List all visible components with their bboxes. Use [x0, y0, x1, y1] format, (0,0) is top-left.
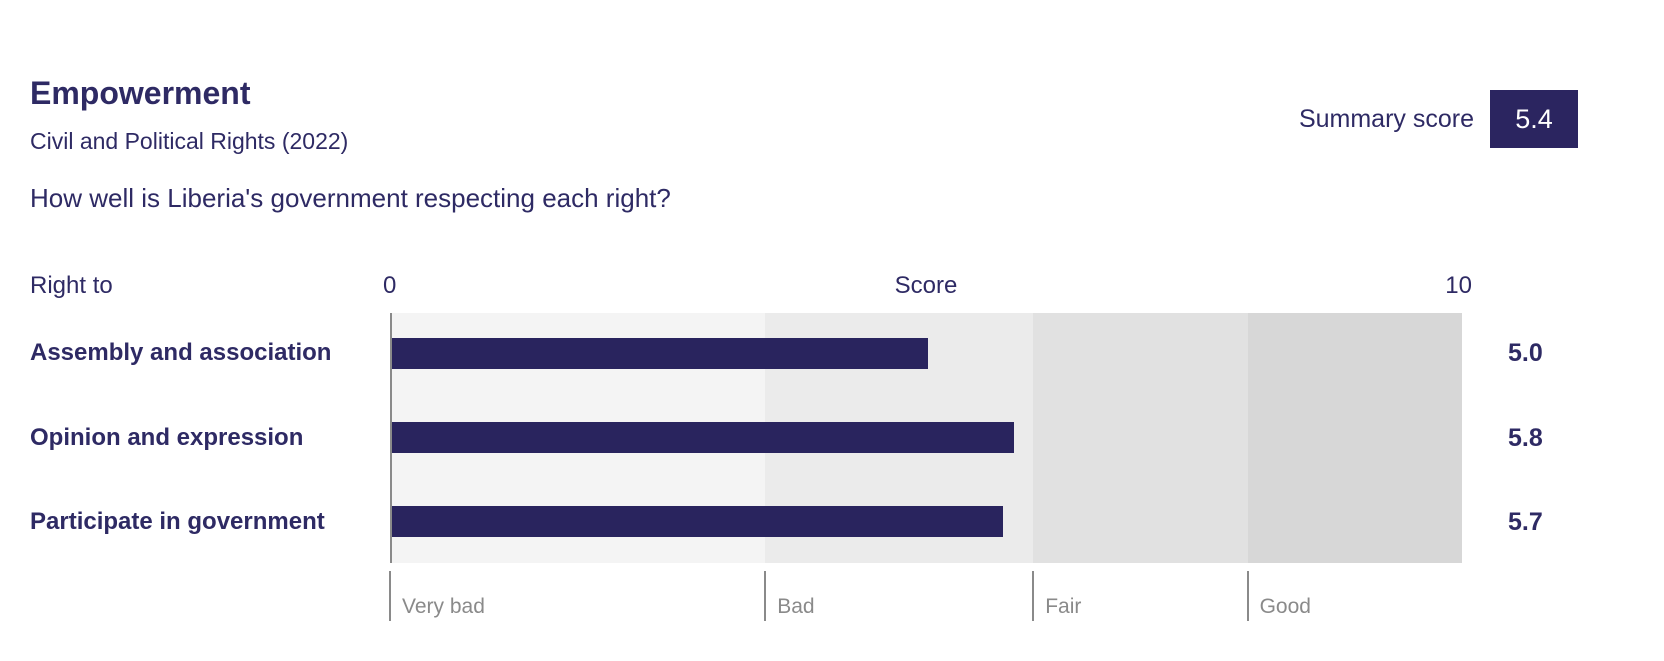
axis-min-label: 0: [383, 272, 397, 299]
tick-fair: Fair: [1032, 571, 1081, 621]
bar-opinion-and-expression[interactable]: [392, 422, 1014, 453]
tick-label-very-bad: Very bad: [402, 595, 485, 618]
row-header-label: Right to: [30, 272, 113, 299]
question-text: How well is Liberia's government respect…: [30, 183, 671, 213]
value-assembly-and-association: 5.0: [1508, 339, 1543, 367]
band-fair: [1033, 313, 1248, 563]
row-label-opinion-and-expression: Opinion and expression: [30, 424, 304, 451]
axis-max-label: 10: [1445, 272, 1472, 299]
tick-label-bad: Bad: [777, 595, 815, 618]
rating-scale: Very bad Bad Fair Good: [389, 571, 1462, 621]
row-label-assembly-and-association: Assembly and association: [30, 339, 332, 366]
value-participate-in-government: 5.7: [1508, 508, 1543, 536]
axis-title: Score: [894, 272, 958, 299]
page-subtitle: Civil and Political Rights (2022): [30, 128, 349, 154]
chart-plot-area: [390, 313, 1462, 563]
summary-score-badge: 5.4: [1490, 90, 1578, 148]
bar-assembly-and-association[interactable]: [392, 338, 928, 369]
tick-very-bad: Very bad: [389, 571, 485, 621]
bar-participate-in-government[interactable]: [392, 506, 1004, 537]
axis-header: Right to 0 Score 10: [0, 272, 1664, 300]
tick-bad: Bad: [764, 571, 815, 621]
row-label-participate-in-government: Participate in government: [30, 508, 325, 535]
value-opinion-and-expression: 5.8: [1508, 424, 1543, 452]
page-title: Empowerment: [30, 75, 251, 111]
tick-good: Good: [1246, 571, 1311, 621]
band-good: [1247, 313, 1462, 563]
summary-score-label: Summary score: [1298, 105, 1474, 133]
tick-label-fair: Fair: [1045, 595, 1082, 618]
tick-label-good: Good: [1259, 595, 1311, 618]
y-axis-line: [390, 313, 392, 563]
summary-score: Summary score 5.4: [1299, 90, 1578, 148]
